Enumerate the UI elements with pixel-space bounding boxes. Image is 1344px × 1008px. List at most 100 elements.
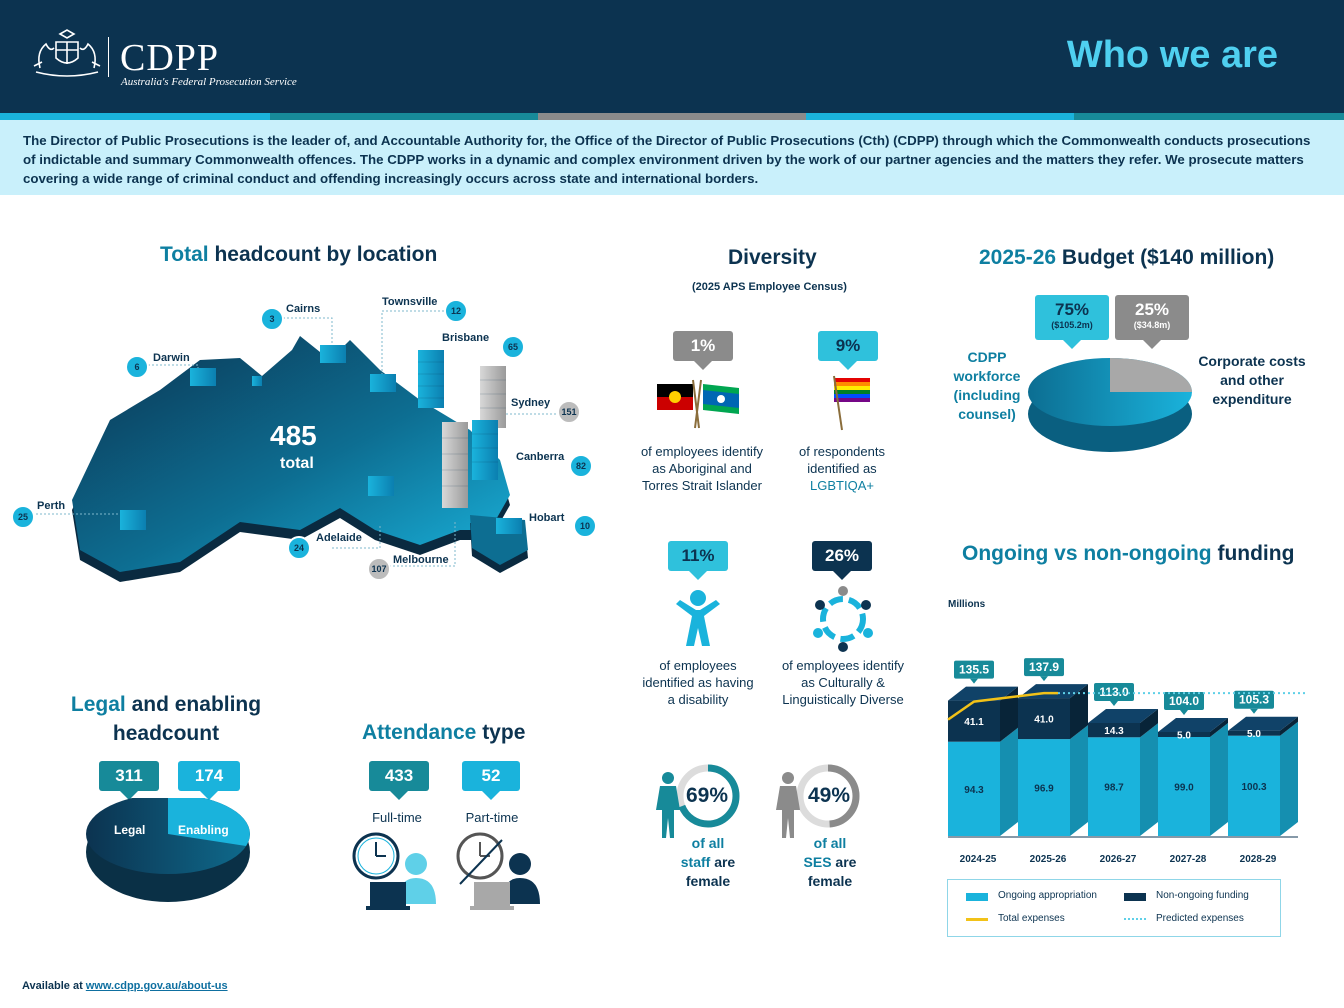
bar-ongoing xyxy=(1228,735,1280,836)
full-time-label: Full-time xyxy=(372,810,422,825)
budget-workforce-tag: 75% ($105.2m) xyxy=(1035,295,1109,349)
city-brisbane: Brisbane xyxy=(442,332,490,344)
logo-divider xyxy=(108,37,109,77)
female-person-icon xyxy=(656,772,680,838)
diversity-lgbtiqa-caption: of respondents identified as LGBTIQA+ xyxy=(798,444,885,493)
city-sydney: Sydney xyxy=(511,397,551,409)
legend-ongoing-label: Ongoing appropriation xyxy=(998,890,1097,901)
diversity-disability-caption: of employees identified as having a disa… xyxy=(642,658,754,707)
female-ses-value: 49% xyxy=(808,784,851,807)
header-stripe xyxy=(0,113,1344,120)
bar-side-non-ongoing xyxy=(1210,718,1228,737)
diversity-disability-tag: 11% xyxy=(668,541,728,580)
funding-title: Ongoing vs non-ongoing funding xyxy=(962,542,1295,565)
intro-panel: The Director of Public Prosecutions is t… xyxy=(0,120,1344,195)
city-melbourne: Melbourne xyxy=(393,554,449,566)
bar-side-non-ongoing xyxy=(1280,716,1298,736)
pin-sydney: 151 xyxy=(557,400,581,424)
funding-legend: Ongoing appropriation Non-ongoing fundin… xyxy=(947,879,1281,937)
intro-text: The Director of Public Prosecutions is t… xyxy=(23,133,1311,186)
female-ses-caption: of all SES are female xyxy=(803,835,857,889)
x-tick-label: 2025-26 xyxy=(1030,854,1067,865)
enabling-label: Enabling xyxy=(178,823,229,837)
bar-non-ongoing-value: 5.0 xyxy=(1177,731,1191,742)
pin-hobart: 10 xyxy=(573,514,597,538)
enabling-count-tag: 174 xyxy=(178,761,240,800)
person-arms-up-icon xyxy=(676,590,720,646)
part-time-tag: 52 xyxy=(462,761,520,800)
budget-corporate-tag: 25% ($34.8m) xyxy=(1115,295,1189,349)
city-townsville: Townsville xyxy=(382,296,438,308)
part-time-label: Part-time xyxy=(465,810,519,825)
total-label: 113.0 xyxy=(1099,685,1129,699)
bar-ongoing-value: 96.9 xyxy=(1034,784,1054,795)
female-ses-gauge xyxy=(776,764,860,838)
headcount-title: Legal and enabling headcount xyxy=(70,693,262,745)
legend-predicted-label: Predicted expenses xyxy=(1156,913,1244,924)
bar-side-non-ongoing xyxy=(1000,686,1018,742)
bar-ongoing-value: 100.3 xyxy=(1241,782,1266,793)
female-staff-caption: of all staff are female xyxy=(680,835,736,889)
legend-non-ongoing-swatch xyxy=(1124,893,1146,901)
city-hobart: Hobart xyxy=(529,512,565,524)
bar-non-ongoing xyxy=(1018,698,1070,740)
total-label-tag xyxy=(1234,690,1274,709)
total-label-tag xyxy=(1094,683,1134,701)
total-label-pointer xyxy=(1040,676,1048,682)
bar-non-ongoing xyxy=(948,700,1000,742)
bar-side-ongoing xyxy=(1070,725,1088,836)
logo-subtitle: Australia's Federal Prosecution Service xyxy=(121,76,297,88)
bar-side-ongoing xyxy=(1210,723,1228,836)
bar-ongoing-value: 99.0 xyxy=(1174,783,1194,794)
total-label-pointer xyxy=(1250,708,1258,714)
coat-of-arms-icon xyxy=(33,29,101,77)
x-tick-label: 2024-25 xyxy=(960,854,997,865)
bar-ongoing xyxy=(1018,739,1070,836)
pin-darwin: 6 xyxy=(125,355,149,379)
city-cairns: Cairns xyxy=(286,303,321,315)
bar-top xyxy=(1158,718,1228,732)
bar-non-ongoing-value: 41.1 xyxy=(964,717,984,728)
legend-ongoing-swatch xyxy=(966,893,988,901)
bar-non-ongoing-value: 41.0 xyxy=(1034,715,1054,726)
diversity-indigenous-tag: 1% xyxy=(673,331,733,370)
australia-map xyxy=(36,310,562,582)
total-headcount-label: total xyxy=(280,455,314,472)
page-title: Who we are xyxy=(1066,34,1278,76)
header-bar: CDPP Australia's Federal Prosecution Ser… xyxy=(0,0,1344,113)
footer: Available at www.cdpp.gov.au/about-us xyxy=(22,980,228,992)
funding-stacked-bar-chart: 94.3 41.1 135.5 2024-25 96.9 41.0 137.9 2025-26… xyxy=(947,658,1308,865)
bar-ongoing-value: 94.3 xyxy=(964,785,984,796)
bar-non-ongoing xyxy=(1088,723,1140,738)
diversity-lgbtiqa-tag: 9% xyxy=(818,331,878,370)
bar-non-ongoing-value: 5.0 xyxy=(1247,729,1261,740)
aboriginal-torres-strait-flags-icon xyxy=(657,379,739,429)
pin-adelaide: 24 xyxy=(287,536,311,560)
budget-pie xyxy=(1028,358,1192,452)
total-label-pointer xyxy=(1180,710,1188,715)
bar-side-ongoing xyxy=(1280,721,1298,836)
total-label-pointer xyxy=(1110,701,1118,706)
pin-canberra: 82 xyxy=(569,454,593,478)
total-expenses-line xyxy=(947,691,1058,721)
full-time-worker-icon xyxy=(352,832,436,910)
diverse-people-circle-icon xyxy=(813,586,873,652)
total-label: 135.5 xyxy=(959,663,989,677)
city-canberra: Canberra xyxy=(516,451,565,463)
funding-unit-label: Millions xyxy=(948,599,986,610)
total-label: 105.3 xyxy=(1239,693,1269,707)
bar-side-ongoing xyxy=(1000,727,1018,836)
attendance-title: Attendance type xyxy=(362,721,526,744)
diversity-indigenous-caption: of employees identify as Aboriginal and … xyxy=(640,444,764,493)
legend-total-label: Total expenses xyxy=(998,913,1065,924)
diversity-title: Diversity xyxy=(728,246,817,269)
bar-ongoing-value: 98.7 xyxy=(1104,783,1124,794)
budget-corporate-label: Corporate costs and other expenditure xyxy=(1198,353,1306,407)
diversity-subtitle: (2025 APS Employee Census) xyxy=(692,281,847,293)
pin-melbourne: 107 xyxy=(367,557,391,581)
city-darwin: Darwin xyxy=(153,352,190,364)
bar-ongoing xyxy=(1158,737,1210,836)
about-us-link[interactable]: www.cdpp.gov.au/about-us xyxy=(85,980,228,992)
total-label-tag xyxy=(1164,692,1204,710)
legal-count-tag: 311 xyxy=(99,761,159,800)
